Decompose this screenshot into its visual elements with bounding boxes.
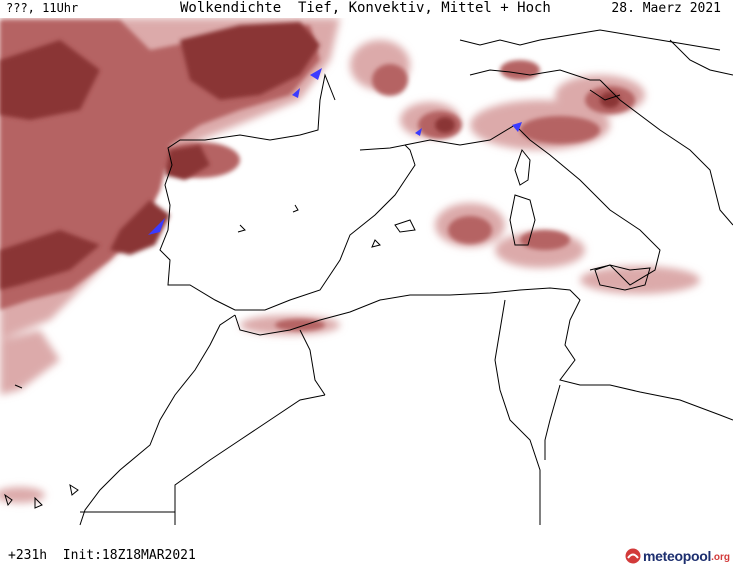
- precipitation-markers: [148, 68, 522, 235]
- logo-suffix: .org: [711, 552, 730, 563]
- cloud-layer-dark: [0, 22, 620, 290]
- meteopool-logo-icon: [625, 548, 641, 564]
- coastlines: [4, 29, 733, 526]
- cloud-density-map: [0, 18, 733, 526]
- run-info: +231h Init:18Z18MAR2021: [8, 548, 196, 563]
- logo-name: meteopool: [643, 548, 712, 564]
- meteopool-logo: meteopool .org: [625, 546, 730, 566]
- map-title: Wolkendichte Tief, Konvektiv, Mittel + H…: [180, 0, 551, 16]
- forecast-date: 28. Maerz 2021: [611, 1, 721, 16]
- location-time-label: ???, 11Uhr: [6, 1, 79, 15]
